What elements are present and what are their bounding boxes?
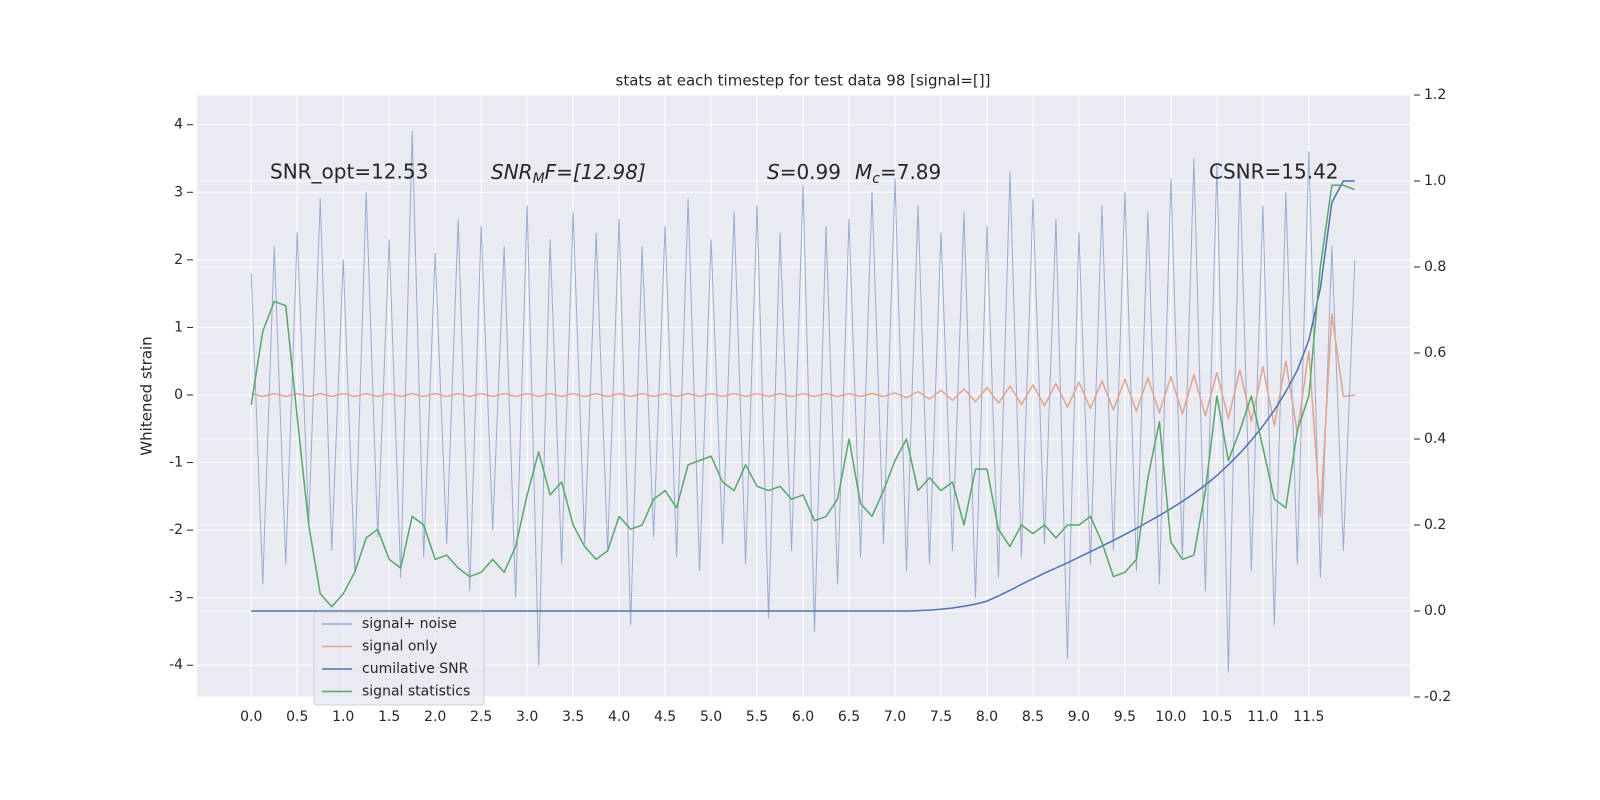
y2-tick-label: 1.2: [1424, 87, 1446, 103]
x-tick-label: 0.0: [240, 709, 262, 725]
y2-tick-label: 0.0: [1424, 603, 1446, 619]
x-tick-label: 5.5: [746, 709, 768, 725]
y-tick-label: 3: [174, 184, 183, 200]
x-tick-label: 10.5: [1201, 709, 1232, 725]
legend-label: cumilative SNR: [362, 661, 469, 677]
x-tick-label: 11.0: [1247, 709, 1278, 725]
annotation-part: =0.99: [780, 160, 841, 184]
y-tick-label: 4: [174, 117, 183, 133]
annotation: CSNR=15.42: [1209, 160, 1339, 184]
series-line: [251, 313, 1355, 518]
x-tick-label: 3.5: [562, 709, 584, 725]
chart-title: stats at each timestep for test data 98 …: [616, 72, 991, 90]
x-tick-label: 7.5: [930, 709, 952, 725]
y-tick-label: 2: [174, 252, 183, 268]
x-tick-label: 2.0: [424, 709, 446, 725]
annotation: SNR_opt=12.53: [270, 160, 428, 184]
annotation-part: M: [855, 160, 872, 184]
x-tick-label: 6.0: [792, 709, 814, 725]
y-tick-label: -4: [169, 657, 183, 673]
legend-label: signal+ noise: [362, 616, 457, 632]
series-line: [251, 180, 1355, 612]
annotation-part: F=[12.98]: [545, 160, 646, 184]
annotation: S=0.99 Mc=7.89: [767, 160, 941, 188]
y-axis-label: Whitened strain: [138, 336, 156, 455]
y-tick-label: -2: [169, 522, 183, 538]
y-tick-label: -1: [169, 455, 183, 471]
annotation-part: SNR: [491, 160, 533, 184]
legend-label: signal only: [362, 639, 437, 655]
x-tick-label: 5.0: [700, 709, 722, 725]
annotation: SNRMF=[12.98]: [491, 160, 646, 188]
y2-tick-label: 1.0: [1424, 173, 1446, 189]
x-tick-label: 2.5: [470, 709, 492, 725]
annotation-part: =7.89: [880, 160, 941, 184]
annotation-part: S: [767, 160, 780, 184]
y2-tick-label: 0.6: [1424, 345, 1446, 361]
y-tick-label: -3: [169, 590, 183, 606]
series-line: [250, 130, 1356, 673]
x-tick-label: 1.5: [378, 709, 400, 725]
annotation-part: M: [533, 171, 545, 187]
x-tick-label: 9.0: [1068, 709, 1090, 725]
x-tick-label: 0.5: [286, 709, 308, 725]
legend-label: signal statistics: [362, 684, 470, 700]
y2-tick-label: 0.8: [1424, 259, 1446, 275]
x-tick-label: 9.5: [1114, 709, 1136, 725]
x-tick-label: 1.0: [332, 709, 354, 725]
x-tick-label: 7.0: [884, 709, 906, 725]
annotation-part: c: [872, 171, 880, 187]
x-tick-label: 4.5: [654, 709, 676, 725]
x-tick-label: 3.0: [516, 709, 538, 725]
y2-tick-label: 0.4: [1424, 431, 1446, 447]
x-tick-label: 4.0: [608, 709, 630, 725]
legend-box: [313, 611, 485, 706]
y2-tick-label: 0.2: [1424, 517, 1446, 533]
series-line: [250, 184, 1356, 608]
x-tick-label: 8.0: [976, 709, 998, 725]
y2-tick-label: -0.2: [1424, 689, 1451, 705]
x-tick-label: 10.0: [1155, 709, 1186, 725]
x-tick-label: 8.5: [1022, 709, 1044, 725]
x-tick-label: 11.5: [1293, 709, 1324, 725]
y-tick-label: 0: [174, 387, 183, 403]
y-tick-label: 1: [174, 319, 183, 335]
x-tick-label: 6.5: [838, 709, 860, 725]
